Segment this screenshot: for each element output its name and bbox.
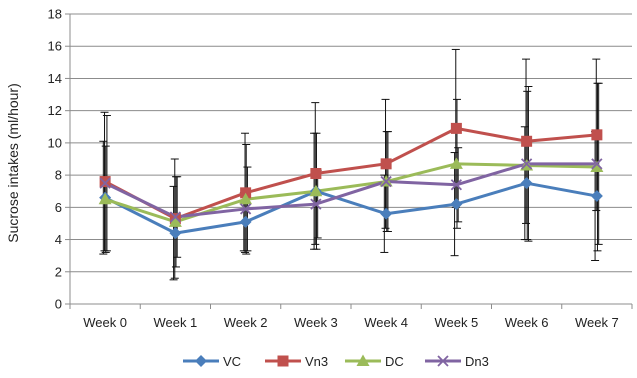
- x-tick-label: Week 6: [505, 315, 549, 330]
- data-point-dc: [590, 160, 604, 173]
- data-point-dc: [168, 215, 182, 227]
- y-axis-title: Sucrose intakes (ml/hour): [5, 83, 21, 243]
- series-markers: [98, 122, 604, 240]
- y-tick-label: 16: [48, 39, 62, 54]
- y-tick-label: 2: [55, 264, 62, 279]
- y-tick-label: 14: [48, 71, 62, 86]
- legend-label: Dn3: [465, 354, 489, 369]
- data-point-dn3: [310, 198, 322, 210]
- data-point-dn3: [520, 158, 533, 170]
- data-point-dc: [449, 157, 463, 169]
- x-tick-label: Week 7: [575, 315, 619, 330]
- y-tick-label: 6: [55, 200, 62, 215]
- legend-marker-vc: [195, 355, 207, 367]
- series-line-vc: [104, 181, 598, 235]
- x-tick-label: Week 3: [294, 315, 338, 330]
- legend: VC Vn3 DC Dn3: [183, 354, 489, 369]
- data-point-vc: [450, 198, 463, 211]
- data-point-dn3: [169, 211, 182, 223]
- legend-marker-vn3: [277, 355, 289, 367]
- data-point-vn3: [310, 168, 322, 179]
- data-point-dn3: [591, 158, 603, 170]
- data-point-dn3: [99, 177, 111, 189]
- data-point-dc: [98, 192, 112, 205]
- data-point-vn3: [380, 158, 392, 170]
- y-tick-label: 18: [48, 7, 62, 22]
- legend-label: VC: [223, 354, 241, 369]
- data-point-dc: [239, 192, 253, 205]
- y-tick-label: 0: [55, 297, 62, 312]
- series-line-dn3: [104, 162, 597, 219]
- x-tick-label: Week 4: [364, 315, 408, 330]
- data-point-vc: [169, 227, 182, 240]
- x-tick-label: Week 5: [434, 315, 478, 330]
- y-tick-label: 10: [48, 135, 62, 150]
- data-point-dn3: [450, 179, 463, 191]
- data-point-vc: [239, 215, 252, 228]
- grid-lines: [70, 13, 632, 273]
- legend-label: DC: [385, 354, 404, 369]
- data-point-vn3: [591, 129, 603, 141]
- y-tick-label: 8: [55, 168, 62, 183]
- series-line-dc: [104, 162, 597, 224]
- data-point-dn3: [239, 203, 252, 215]
- data-point-vc: [380, 207, 393, 220]
- data-point-dc: [309, 184, 323, 197]
- x-tick-label: Week 0: [83, 315, 127, 330]
- data-point-vn3: [450, 122, 462, 134]
- legend-marker-dn3: [437, 355, 449, 367]
- data-point-vc: [520, 177, 533, 190]
- legend-marker-dc: [356, 354, 370, 366]
- y-tick-label: 12: [48, 103, 62, 118]
- series-lines: [104, 126, 598, 235]
- x-tick-label: Week 2: [224, 315, 268, 330]
- data-point-vn3: [99, 176, 111, 188]
- x-tick-label: Week 1: [153, 315, 197, 330]
- data-point-vn3: [521, 135, 533, 147]
- data-point-dn3: [380, 175, 392, 188]
- axes: 0 2 4 6 8 10 12 14 16 18 Week 0 Week 1 Week 2 Week 3 W…: [48, 7, 633, 330]
- legend-label: Vn3: [305, 354, 328, 369]
- data-point-vc: [590, 190, 603, 203]
- y-tick-label: 4: [55, 232, 62, 247]
